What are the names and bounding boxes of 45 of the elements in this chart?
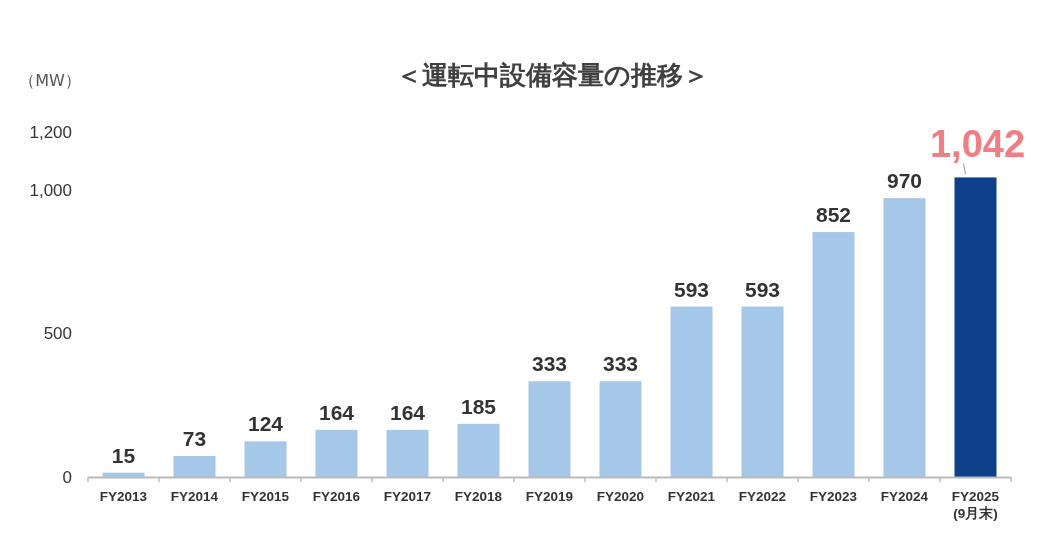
data-label: 593	[673, 277, 710, 301]
bar	[599, 381, 642, 477]
x-tick-label: FY2020	[596, 489, 645, 504]
data-label: 15	[111, 443, 136, 467]
bar	[812, 232, 855, 477]
x-tick-label: FY2014	[170, 489, 219, 504]
data-label: 124	[247, 412, 284, 436]
x-tick-label: FY2018	[454, 489, 503, 504]
x-tick-label: FY2021	[667, 489, 716, 504]
annotation: 1,042	[929, 123, 1026, 166]
x-tick-label: FY2015	[241, 489, 290, 504]
x-tick-label: FY2023	[809, 489, 858, 504]
bar	[386, 429, 429, 477]
bar	[315, 429, 358, 477]
chart-title: ＜運転中設備容量の推移＞	[395, 60, 709, 90]
bar	[883, 198, 926, 477]
bar	[102, 472, 145, 477]
data-label: 73	[182, 427, 207, 451]
x-tick-label: FY2013	[99, 489, 148, 504]
x-tick-label: FY2017	[383, 489, 432, 504]
bar	[244, 441, 287, 477]
x-tick-label: FY2024	[880, 489, 929, 504]
y-tick-label: 1,200	[29, 123, 72, 142]
data-label: 593	[744, 277, 781, 301]
bar	[741, 306, 784, 477]
bar	[670, 306, 713, 477]
data-label: 970	[886, 169, 923, 193]
y-tick-label: 500	[43, 324, 72, 344]
data-label: 333	[602, 352, 639, 376]
data-label: 164	[318, 400, 355, 424]
x-tick-label: FY2016	[312, 489, 361, 504]
bar	[457, 423, 500, 477]
data-label: 164	[389, 400, 426, 424]
data-label: 852	[815, 203, 852, 227]
x-tick-label: FY2025 (9月末)	[951, 489, 1000, 521]
x-tick-label: FY2022	[738, 489, 787, 504]
y-tick-label: 0	[62, 468, 72, 487]
x-tick-label: FY2019	[525, 489, 574, 504]
data-label: 185	[460, 394, 497, 418]
bar	[954, 177, 997, 477]
y-axis-title: （MW）	[19, 71, 81, 90]
y-tick-label: 1,000	[29, 180, 72, 200]
data-label: 333	[531, 352, 568, 376]
bar	[173, 456, 216, 477]
bar	[528, 381, 571, 477]
